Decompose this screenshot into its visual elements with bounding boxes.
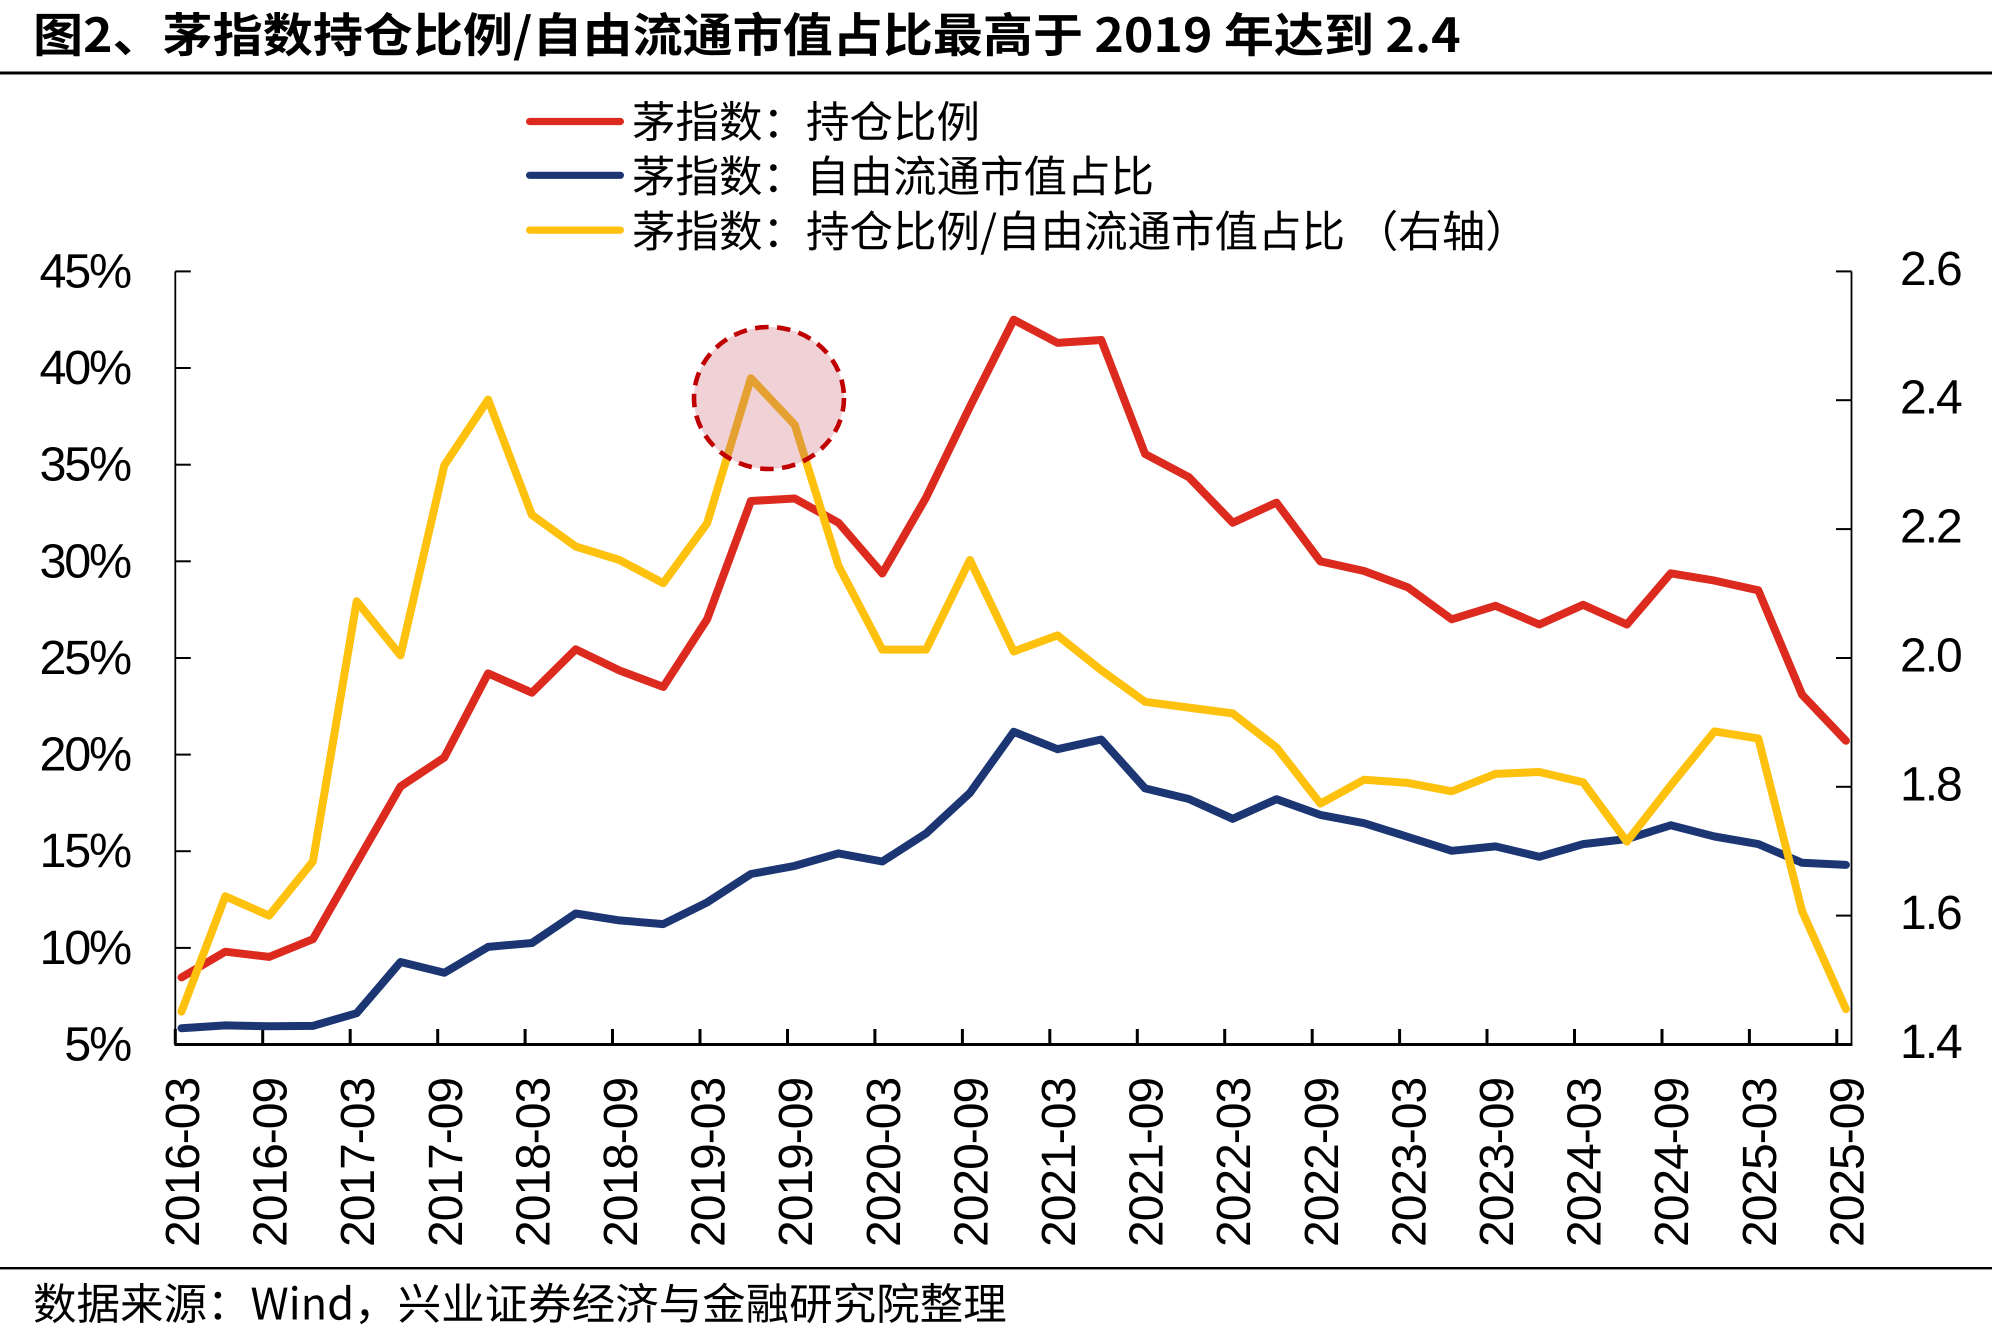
svg-text:2016-03: 2016-03	[157, 1078, 210, 1247]
svg-text:2024-03: 2024-03	[1559, 1078, 1612, 1247]
svg-text:2017-09: 2017-09	[420, 1078, 473, 1247]
svg-text:2.0: 2.0	[1900, 630, 1961, 683]
svg-text:45%: 45%	[40, 244, 132, 298]
svg-text:1.6: 1.6	[1900, 887, 1961, 940]
svg-text:2019-09: 2019-09	[770, 1078, 823, 1247]
svg-text:2016-09: 2016-09	[245, 1078, 298, 1247]
svg-text:1.4: 1.4	[1900, 1016, 1962, 1069]
svg-text:2021-03: 2021-03	[1033, 1078, 1086, 1247]
svg-text:2024-09: 2024-09	[1646, 1078, 1699, 1247]
svg-text:2017-03: 2017-03	[332, 1078, 385, 1247]
svg-text:2023-03: 2023-03	[1383, 1078, 1436, 1247]
svg-text:2023-09: 2023-09	[1471, 1078, 1524, 1247]
svg-text:2021-09: 2021-09	[1121, 1078, 1174, 1247]
svg-text:40%: 40%	[40, 341, 132, 395]
svg-text:20%: 20%	[40, 728, 132, 782]
svg-text:2020-03: 2020-03	[858, 1078, 911, 1247]
svg-text:2025-03: 2025-03	[1734, 1078, 1787, 1247]
svg-text:35%: 35%	[40, 438, 132, 492]
svg-text:2025-09: 2025-09	[1821, 1078, 1874, 1247]
svg-text:30%: 30%	[40, 534, 132, 588]
svg-text:2019-03: 2019-03	[683, 1078, 736, 1247]
svg-text:2.6: 2.6	[1900, 243, 1961, 296]
svg-text:15%: 15%	[40, 824, 132, 878]
svg-text:2022-09: 2022-09	[1296, 1078, 1349, 1247]
svg-text:2.2: 2.2	[1900, 501, 1961, 554]
svg-text:10%: 10%	[40, 921, 132, 975]
svg-text:2.4: 2.4	[1900, 372, 1962, 425]
svg-text:25%: 25%	[40, 631, 132, 685]
svg-text:5%: 5%	[64, 1018, 131, 1072]
svg-text:2018-09: 2018-09	[595, 1078, 648, 1247]
svg-text:2018-03: 2018-03	[507, 1078, 560, 1247]
svg-text:2022-03: 2022-03	[1208, 1078, 1261, 1247]
svg-text:2020-09: 2020-09	[945, 1078, 998, 1247]
svg-text:1.8: 1.8	[1900, 758, 1961, 811]
